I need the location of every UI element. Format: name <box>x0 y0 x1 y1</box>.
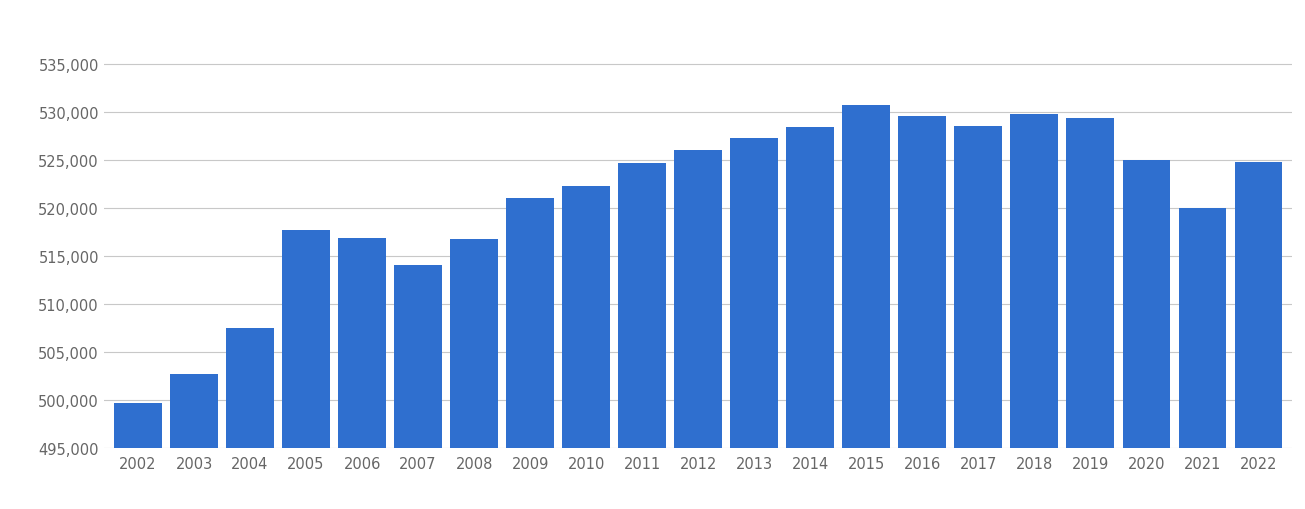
Bar <box>115 403 162 509</box>
Bar <box>675 151 722 509</box>
Bar <box>787 128 834 509</box>
Bar <box>394 266 442 509</box>
Bar <box>1178 208 1227 509</box>
Bar <box>506 199 553 509</box>
Bar <box>619 163 666 509</box>
Bar <box>1066 118 1114 509</box>
Bar <box>954 127 1002 509</box>
Bar <box>898 117 946 509</box>
Bar <box>843 106 890 509</box>
Bar <box>226 328 274 509</box>
Bar <box>170 374 218 509</box>
Bar <box>338 238 386 509</box>
Bar <box>1010 115 1058 509</box>
Bar <box>562 186 609 509</box>
Bar <box>1235 162 1282 509</box>
Bar <box>1122 160 1171 509</box>
Bar <box>282 231 330 509</box>
Bar <box>731 138 778 509</box>
Bar <box>450 240 499 509</box>
